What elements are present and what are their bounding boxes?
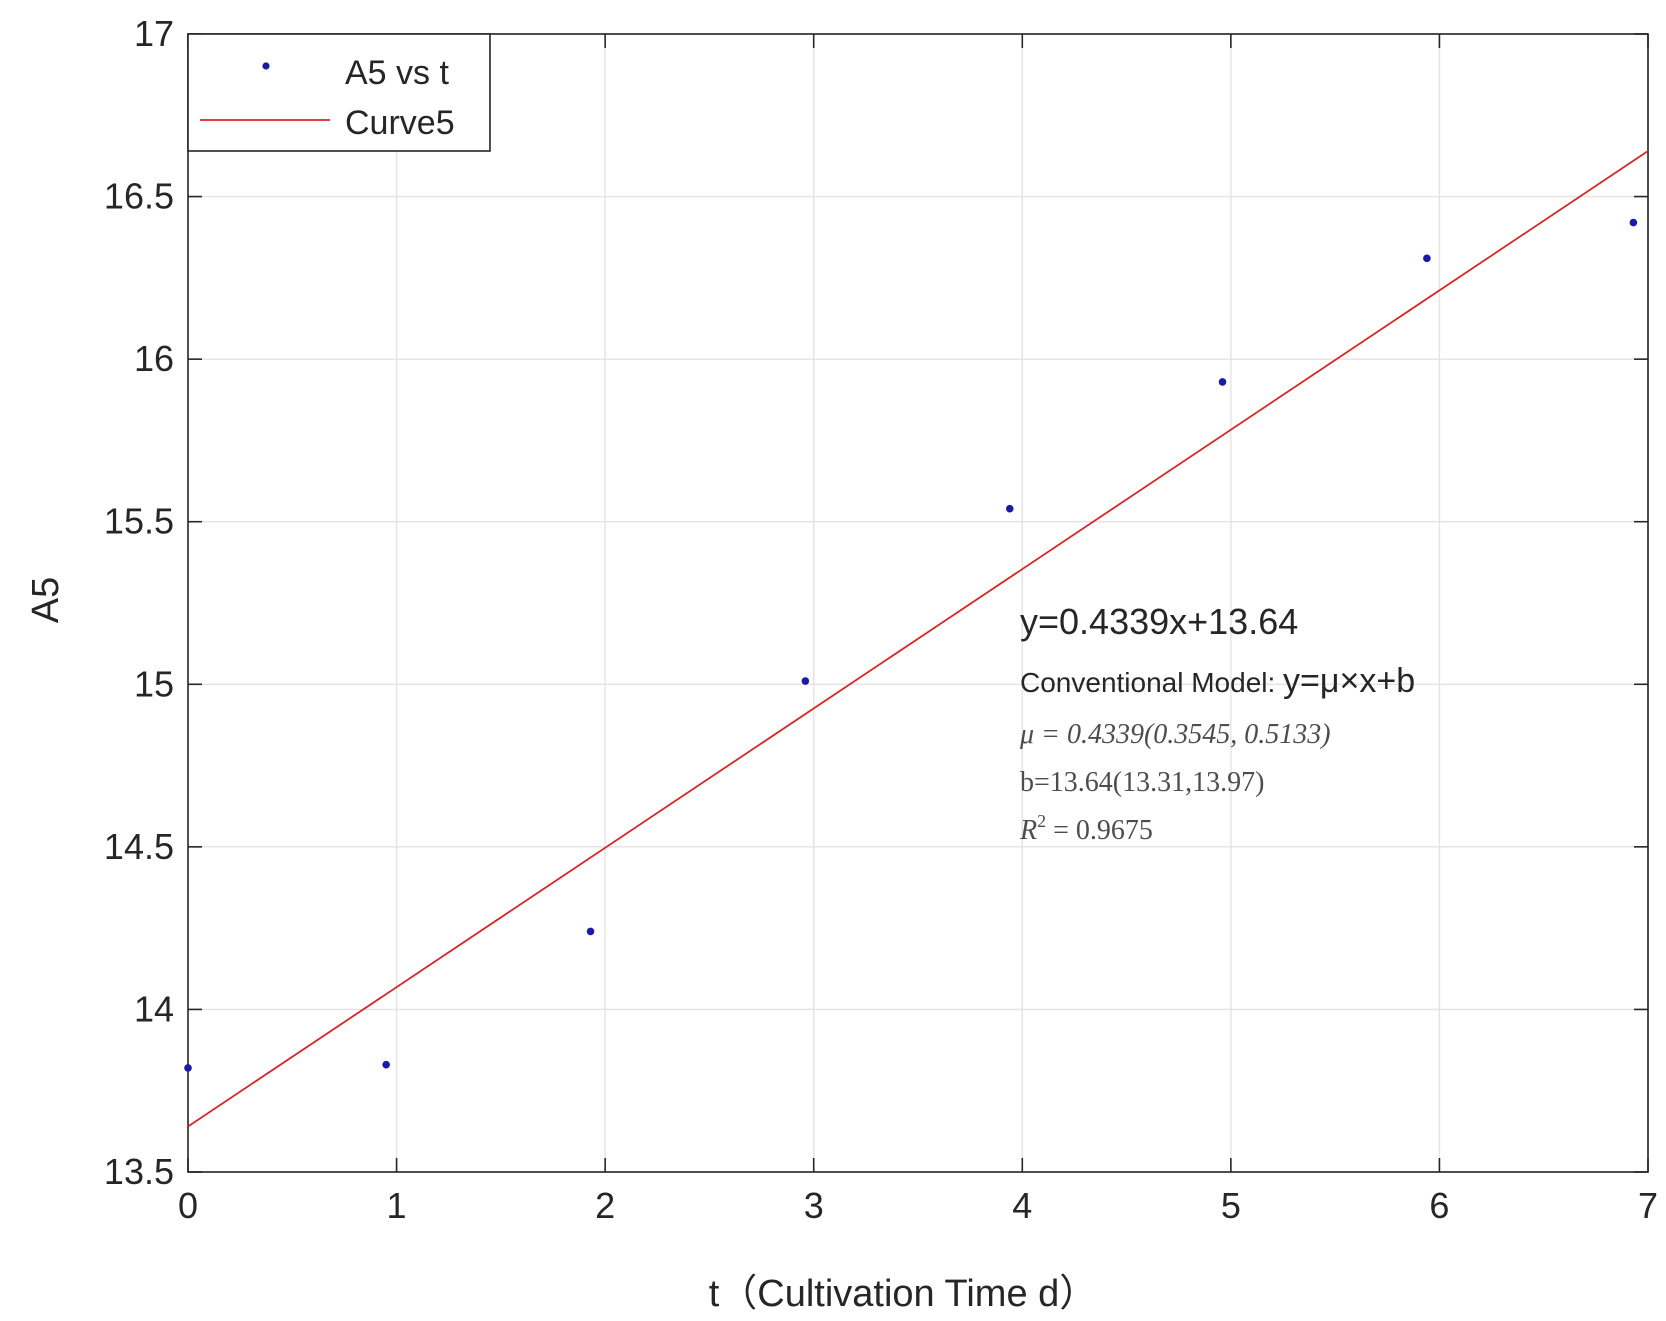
legend: A5 vs t Curve5 xyxy=(187,33,491,152)
y-tick-label: 13.5 xyxy=(104,1151,174,1192)
b-confidence: b=13.64(13.31,13.97) xyxy=(1020,767,1264,798)
legend-marker-points xyxy=(262,62,270,70)
x-tick-label: 0 xyxy=(178,1185,198,1226)
x-tick-label: 4 xyxy=(1012,1185,1032,1226)
fit-annotation: y=0.4339x+13.64 Conventional Model: y=μ×… xyxy=(1019,601,1415,846)
data-point xyxy=(586,927,595,936)
data-point xyxy=(1423,254,1431,263)
r-squared-value: = 0.9675 xyxy=(1046,815,1153,846)
x-tick-labels: 0 1 2 3 4 5 6 7 xyxy=(178,1185,1658,1226)
y-tick-label: 16 xyxy=(134,338,174,379)
y-tick-label: 15 xyxy=(134,663,174,704)
y-tick-label: 17 xyxy=(134,13,174,54)
plot-area-frame xyxy=(187,33,1649,1173)
r-squared-exponent: 2 xyxy=(1037,811,1046,831)
legend-box xyxy=(187,33,491,152)
y-tick-label: 14.5 xyxy=(104,826,174,867)
x-axis-label: t（Cultivation Time d） xyxy=(709,1273,1098,1315)
legend-label-points: A5 vs t xyxy=(345,54,449,92)
grid-lines xyxy=(187,33,1649,1173)
x-tick-label: 3 xyxy=(804,1185,824,1226)
fit-equation: y=0.4339x+13.64 xyxy=(1020,601,1298,642)
data-point xyxy=(1218,378,1227,386)
axis-ticks xyxy=(187,33,1649,1173)
y-tick-label: 16.5 xyxy=(104,176,174,217)
data-point xyxy=(1005,504,1014,513)
r-squared-symbol: R xyxy=(1019,815,1037,846)
data-point xyxy=(1629,218,1638,227)
mu-confidence: μ = 0.4339(0.3545, 0.5133) xyxy=(1019,719,1331,750)
y-tick-labels: 13.5 14 14.5 15 15.5 16 16.5 17 xyxy=(104,13,174,1192)
model-formula: y=μ×x+b xyxy=(1283,662,1415,700)
y-tick-label: 15.5 xyxy=(104,501,174,542)
fit-line xyxy=(187,150,1649,1128)
x-tick-label: 7 xyxy=(1638,1185,1658,1226)
data-point xyxy=(184,1064,192,1072)
x-tick-label: 1 xyxy=(387,1185,407,1226)
data-point xyxy=(801,677,810,685)
r-squared: R2 = 0.9675 xyxy=(1019,811,1153,846)
data-point xyxy=(382,1060,390,1069)
series-layer xyxy=(184,150,1649,1128)
x-tick-label: 6 xyxy=(1429,1185,1449,1226)
model-description: Conventional Model: y=μ×x+b xyxy=(1020,662,1415,700)
x-tick-label: 2 xyxy=(595,1185,615,1226)
legend-label-fit: Curve5 xyxy=(345,104,455,142)
x-tick-label: 5 xyxy=(1221,1185,1241,1226)
y-tick-label: 14 xyxy=(134,988,174,1029)
model-prefix: Conventional Model: xyxy=(1020,667,1283,698)
y-axis-label: A5 xyxy=(25,577,67,623)
